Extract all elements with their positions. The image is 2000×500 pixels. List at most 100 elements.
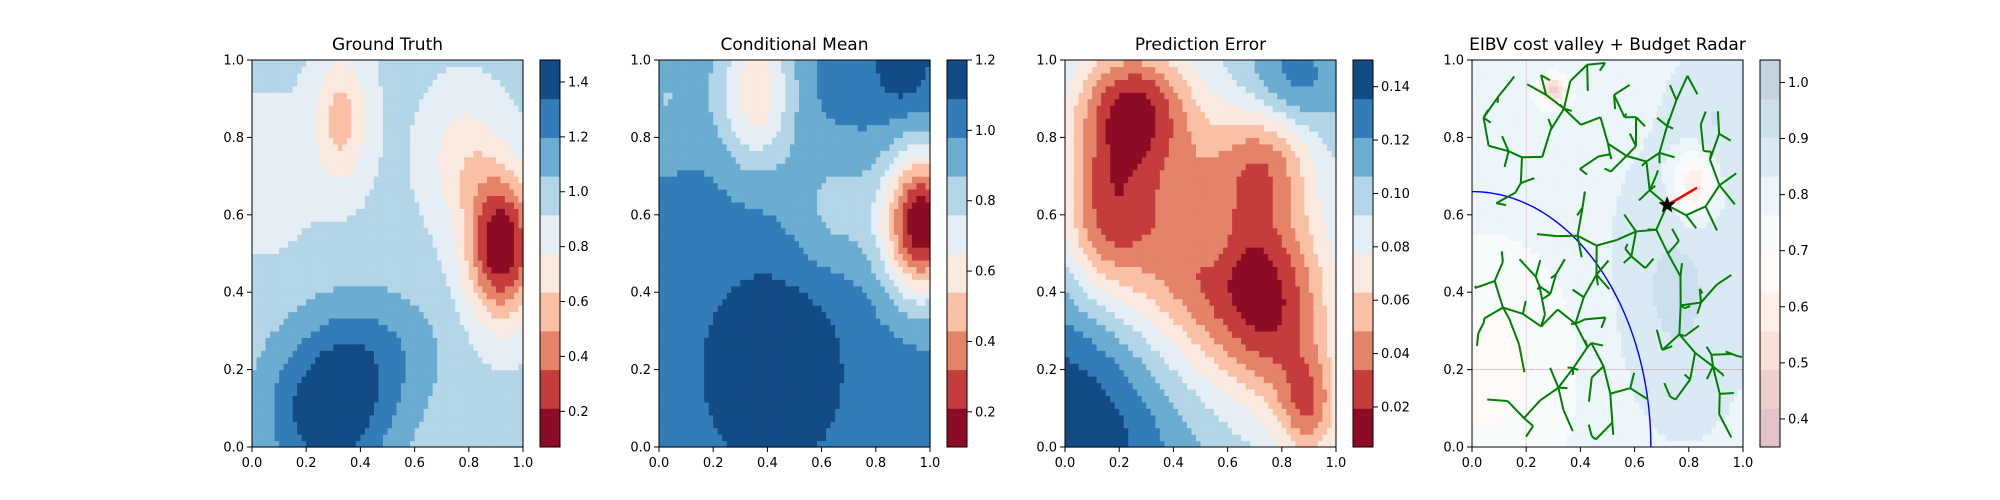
contour-cell: [387, 440, 393, 448]
contour-cell: [668, 311, 674, 319]
contour-cell: [446, 318, 452, 326]
contour-cell: [708, 434, 714, 442]
contour-cell: [450, 330, 456, 338]
contour-cell: [279, 79, 285, 87]
contour-cell: [659, 98, 665, 106]
contour-cell: [401, 382, 407, 390]
contour-cell: [256, 440, 262, 448]
contour-cell: [337, 143, 343, 151]
contour-cell: [437, 72, 443, 80]
contour-cell: [428, 201, 434, 209]
contour-cell: [495, 195, 502, 203]
contour-cell: [713, 221, 719, 229]
contour-cell: [495, 285, 502, 293]
contour-cell: [261, 388, 267, 396]
contour-cell: [283, 208, 289, 216]
contour-cell: [328, 427, 334, 435]
contour-cell: [288, 98, 294, 106]
contour-cell: [441, 292, 447, 300]
contour-cell: [419, 318, 425, 326]
contour-cell: [396, 247, 402, 255]
contour-cell: [306, 253, 312, 261]
contour-cell: [297, 376, 303, 384]
contour-cell: [686, 427, 692, 435]
contour-cell: [441, 169, 447, 177]
contour-cell: [495, 337, 502, 345]
contour-cell: [726, 311, 732, 319]
contour-cell: [292, 111, 298, 119]
contour-cell: [292, 105, 298, 113]
contour-cell: [369, 259, 375, 267]
contour-cell: [455, 111, 461, 119]
contour-cell: [500, 427, 506, 435]
contour-cell: [270, 240, 276, 248]
contour-cell: [360, 130, 366, 138]
contour-cell: [270, 105, 276, 113]
contour-cell: [708, 298, 714, 306]
contour-cell: [333, 369, 339, 377]
contour-cell: [740, 305, 746, 313]
contour-cell: [351, 266, 357, 274]
contour-cell: [749, 285, 755, 293]
contour-cell: [401, 324, 407, 332]
contour-cell: [473, 130, 479, 138]
contour-cell: [315, 408, 321, 416]
contour-cell: [722, 234, 728, 242]
contour-cell: [677, 247, 683, 255]
contour-cell: [382, 253, 389, 261]
contour-cell: [699, 414, 705, 422]
contour-cell: [695, 234, 701, 242]
contour-cell: [396, 259, 402, 267]
contour-cell: [414, 201, 420, 209]
contour-cell: [401, 105, 407, 113]
contour-cell: [252, 221, 258, 229]
contour-cell: [491, 427, 497, 435]
contour-cell: [288, 285, 294, 293]
contour-cell: [513, 227, 520, 235]
contour-cell: [265, 124, 271, 132]
contour-cell: [324, 195, 330, 203]
contour-cell: [328, 182, 334, 190]
contour-cell: [252, 350, 258, 358]
contour-cell: [369, 240, 375, 248]
contour-cell: [392, 292, 398, 300]
contour-cell: [419, 382, 425, 390]
contour-cell: [337, 356, 343, 364]
contour-cell: [441, 343, 447, 351]
contour-cell: [252, 111, 258, 119]
contour-cell: [740, 318, 746, 326]
contour-cell: [504, 240, 511, 248]
contour-cell: [328, 227, 334, 235]
contour-cell: [704, 427, 710, 435]
contour-cell: [419, 72, 425, 80]
contour-cell: [346, 111, 352, 119]
contour-cell: [401, 195, 407, 203]
contour-cell: [468, 434, 474, 442]
contour-cell: [753, 182, 759, 190]
contour-cell: [726, 247, 732, 255]
contour-cell: [364, 85, 371, 93]
contour-cell: [495, 72, 502, 80]
contour-cell: [441, 253, 447, 261]
contour-cell: [274, 92, 280, 100]
contour-cell: [731, 266, 737, 274]
contour-cell: [324, 388, 330, 396]
contour-cell: [256, 124, 262, 132]
contour-cell: [681, 208, 687, 216]
contour-cell: [713, 363, 719, 371]
contour-cell: [419, 182, 425, 190]
contour-cell: [663, 150, 669, 158]
contour-cell: [364, 324, 371, 332]
contour-cell: [464, 285, 470, 293]
contour-cell: [423, 356, 429, 364]
contour-cell: [401, 401, 407, 409]
contour-cell: [256, 85, 262, 93]
contour-cell: [405, 201, 411, 209]
contour-cell: [509, 324, 515, 332]
contour-cell: [731, 214, 737, 222]
contour-cell: [513, 214, 520, 222]
contour-cell: [337, 79, 343, 87]
contour-cell: [686, 434, 692, 442]
axes-frame: [251, 59, 524, 448]
contour-cell: [369, 247, 375, 255]
